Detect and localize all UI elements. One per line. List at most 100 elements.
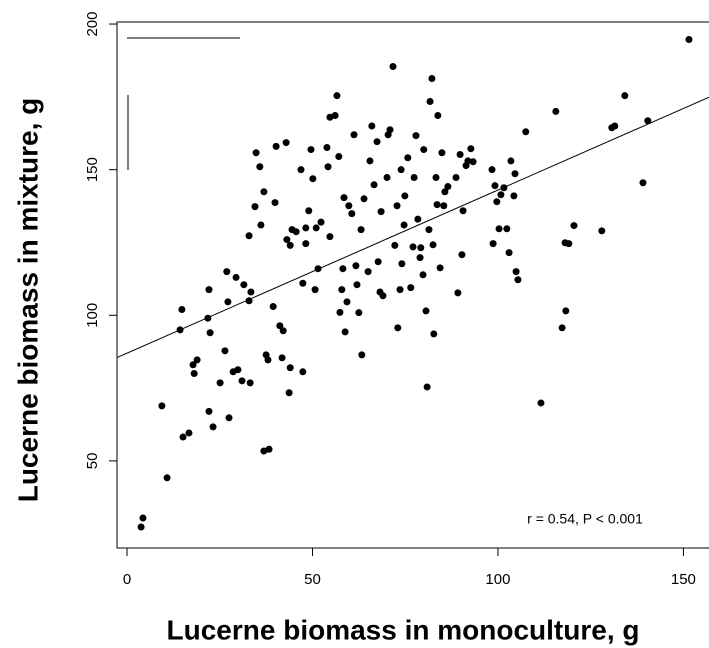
point bbox=[598, 227, 606, 235]
point bbox=[503, 225, 511, 233]
point bbox=[260, 188, 268, 196]
point bbox=[190, 370, 198, 378]
point bbox=[205, 407, 213, 415]
point bbox=[639, 179, 647, 187]
point bbox=[430, 330, 438, 338]
point bbox=[511, 170, 519, 178]
point bbox=[500, 184, 508, 192]
point bbox=[391, 241, 399, 249]
point bbox=[279, 327, 287, 335]
point bbox=[343, 298, 351, 306]
point bbox=[336, 308, 344, 316]
point bbox=[204, 314, 212, 322]
point bbox=[454, 289, 462, 297]
point bbox=[350, 131, 358, 139]
point bbox=[558, 324, 566, 332]
point bbox=[299, 368, 307, 376]
trend-line bbox=[116, 96, 709, 359]
point bbox=[357, 226, 365, 234]
point bbox=[137, 523, 145, 531]
point bbox=[345, 202, 353, 210]
point bbox=[429, 241, 437, 249]
point bbox=[491, 182, 499, 190]
point bbox=[383, 174, 391, 182]
point bbox=[401, 192, 409, 200]
point bbox=[193, 356, 201, 364]
point bbox=[565, 240, 573, 248]
point bbox=[221, 347, 229, 355]
point bbox=[247, 288, 255, 296]
point bbox=[422, 307, 430, 315]
point bbox=[644, 117, 652, 125]
point bbox=[428, 75, 436, 83]
point bbox=[488, 166, 496, 174]
point bbox=[353, 281, 361, 289]
point bbox=[410, 174, 418, 182]
point bbox=[286, 364, 294, 372]
point bbox=[252, 149, 260, 157]
point bbox=[341, 328, 349, 336]
point bbox=[393, 202, 401, 210]
point bbox=[163, 474, 171, 482]
point bbox=[510, 192, 518, 200]
y-tick-label: 50 bbox=[84, 453, 101, 470]
point bbox=[311, 286, 319, 294]
point bbox=[364, 268, 372, 276]
point bbox=[452, 174, 460, 182]
point bbox=[312, 224, 320, 232]
point bbox=[436, 264, 444, 272]
point bbox=[185, 429, 193, 437]
point bbox=[338, 286, 346, 294]
point bbox=[358, 351, 366, 359]
point bbox=[444, 183, 452, 191]
point bbox=[286, 241, 294, 249]
point bbox=[400, 221, 408, 229]
point bbox=[438, 149, 446, 157]
y-axis-title: Lucerne biomass in mixture, g bbox=[12, 98, 43, 503]
point bbox=[552, 107, 560, 115]
point bbox=[238, 377, 246, 385]
point bbox=[264, 356, 272, 364]
point bbox=[265, 445, 273, 453]
point bbox=[206, 329, 214, 337]
point bbox=[189, 361, 197, 369]
point bbox=[685, 35, 693, 43]
point bbox=[307, 146, 315, 154]
point bbox=[256, 163, 264, 171]
point bbox=[459, 207, 467, 215]
x-tick-label: 100 bbox=[485, 571, 510, 588]
point bbox=[514, 276, 522, 284]
point bbox=[505, 249, 513, 257]
point bbox=[272, 142, 280, 150]
point bbox=[269, 303, 277, 311]
point bbox=[423, 383, 431, 391]
point bbox=[178, 305, 186, 313]
point bbox=[331, 111, 339, 119]
point bbox=[276, 322, 284, 330]
point bbox=[224, 298, 232, 306]
point bbox=[370, 181, 378, 189]
point bbox=[507, 157, 515, 165]
point bbox=[398, 260, 406, 268]
x-tick-label: 0 bbox=[123, 571, 131, 588]
point bbox=[537, 399, 545, 407]
point bbox=[621, 92, 629, 100]
point bbox=[209, 423, 217, 431]
point bbox=[562, 307, 570, 315]
point bbox=[340, 194, 348, 202]
point bbox=[512, 268, 520, 276]
point bbox=[458, 251, 466, 259]
point bbox=[434, 111, 442, 119]
point bbox=[441, 188, 449, 196]
point bbox=[416, 254, 424, 262]
point bbox=[292, 228, 300, 236]
point bbox=[409, 243, 417, 251]
point bbox=[326, 233, 334, 241]
point bbox=[404, 154, 412, 162]
point bbox=[246, 379, 254, 387]
point bbox=[333, 92, 341, 100]
point bbox=[309, 175, 317, 183]
point bbox=[139, 514, 147, 522]
point bbox=[394, 324, 402, 332]
